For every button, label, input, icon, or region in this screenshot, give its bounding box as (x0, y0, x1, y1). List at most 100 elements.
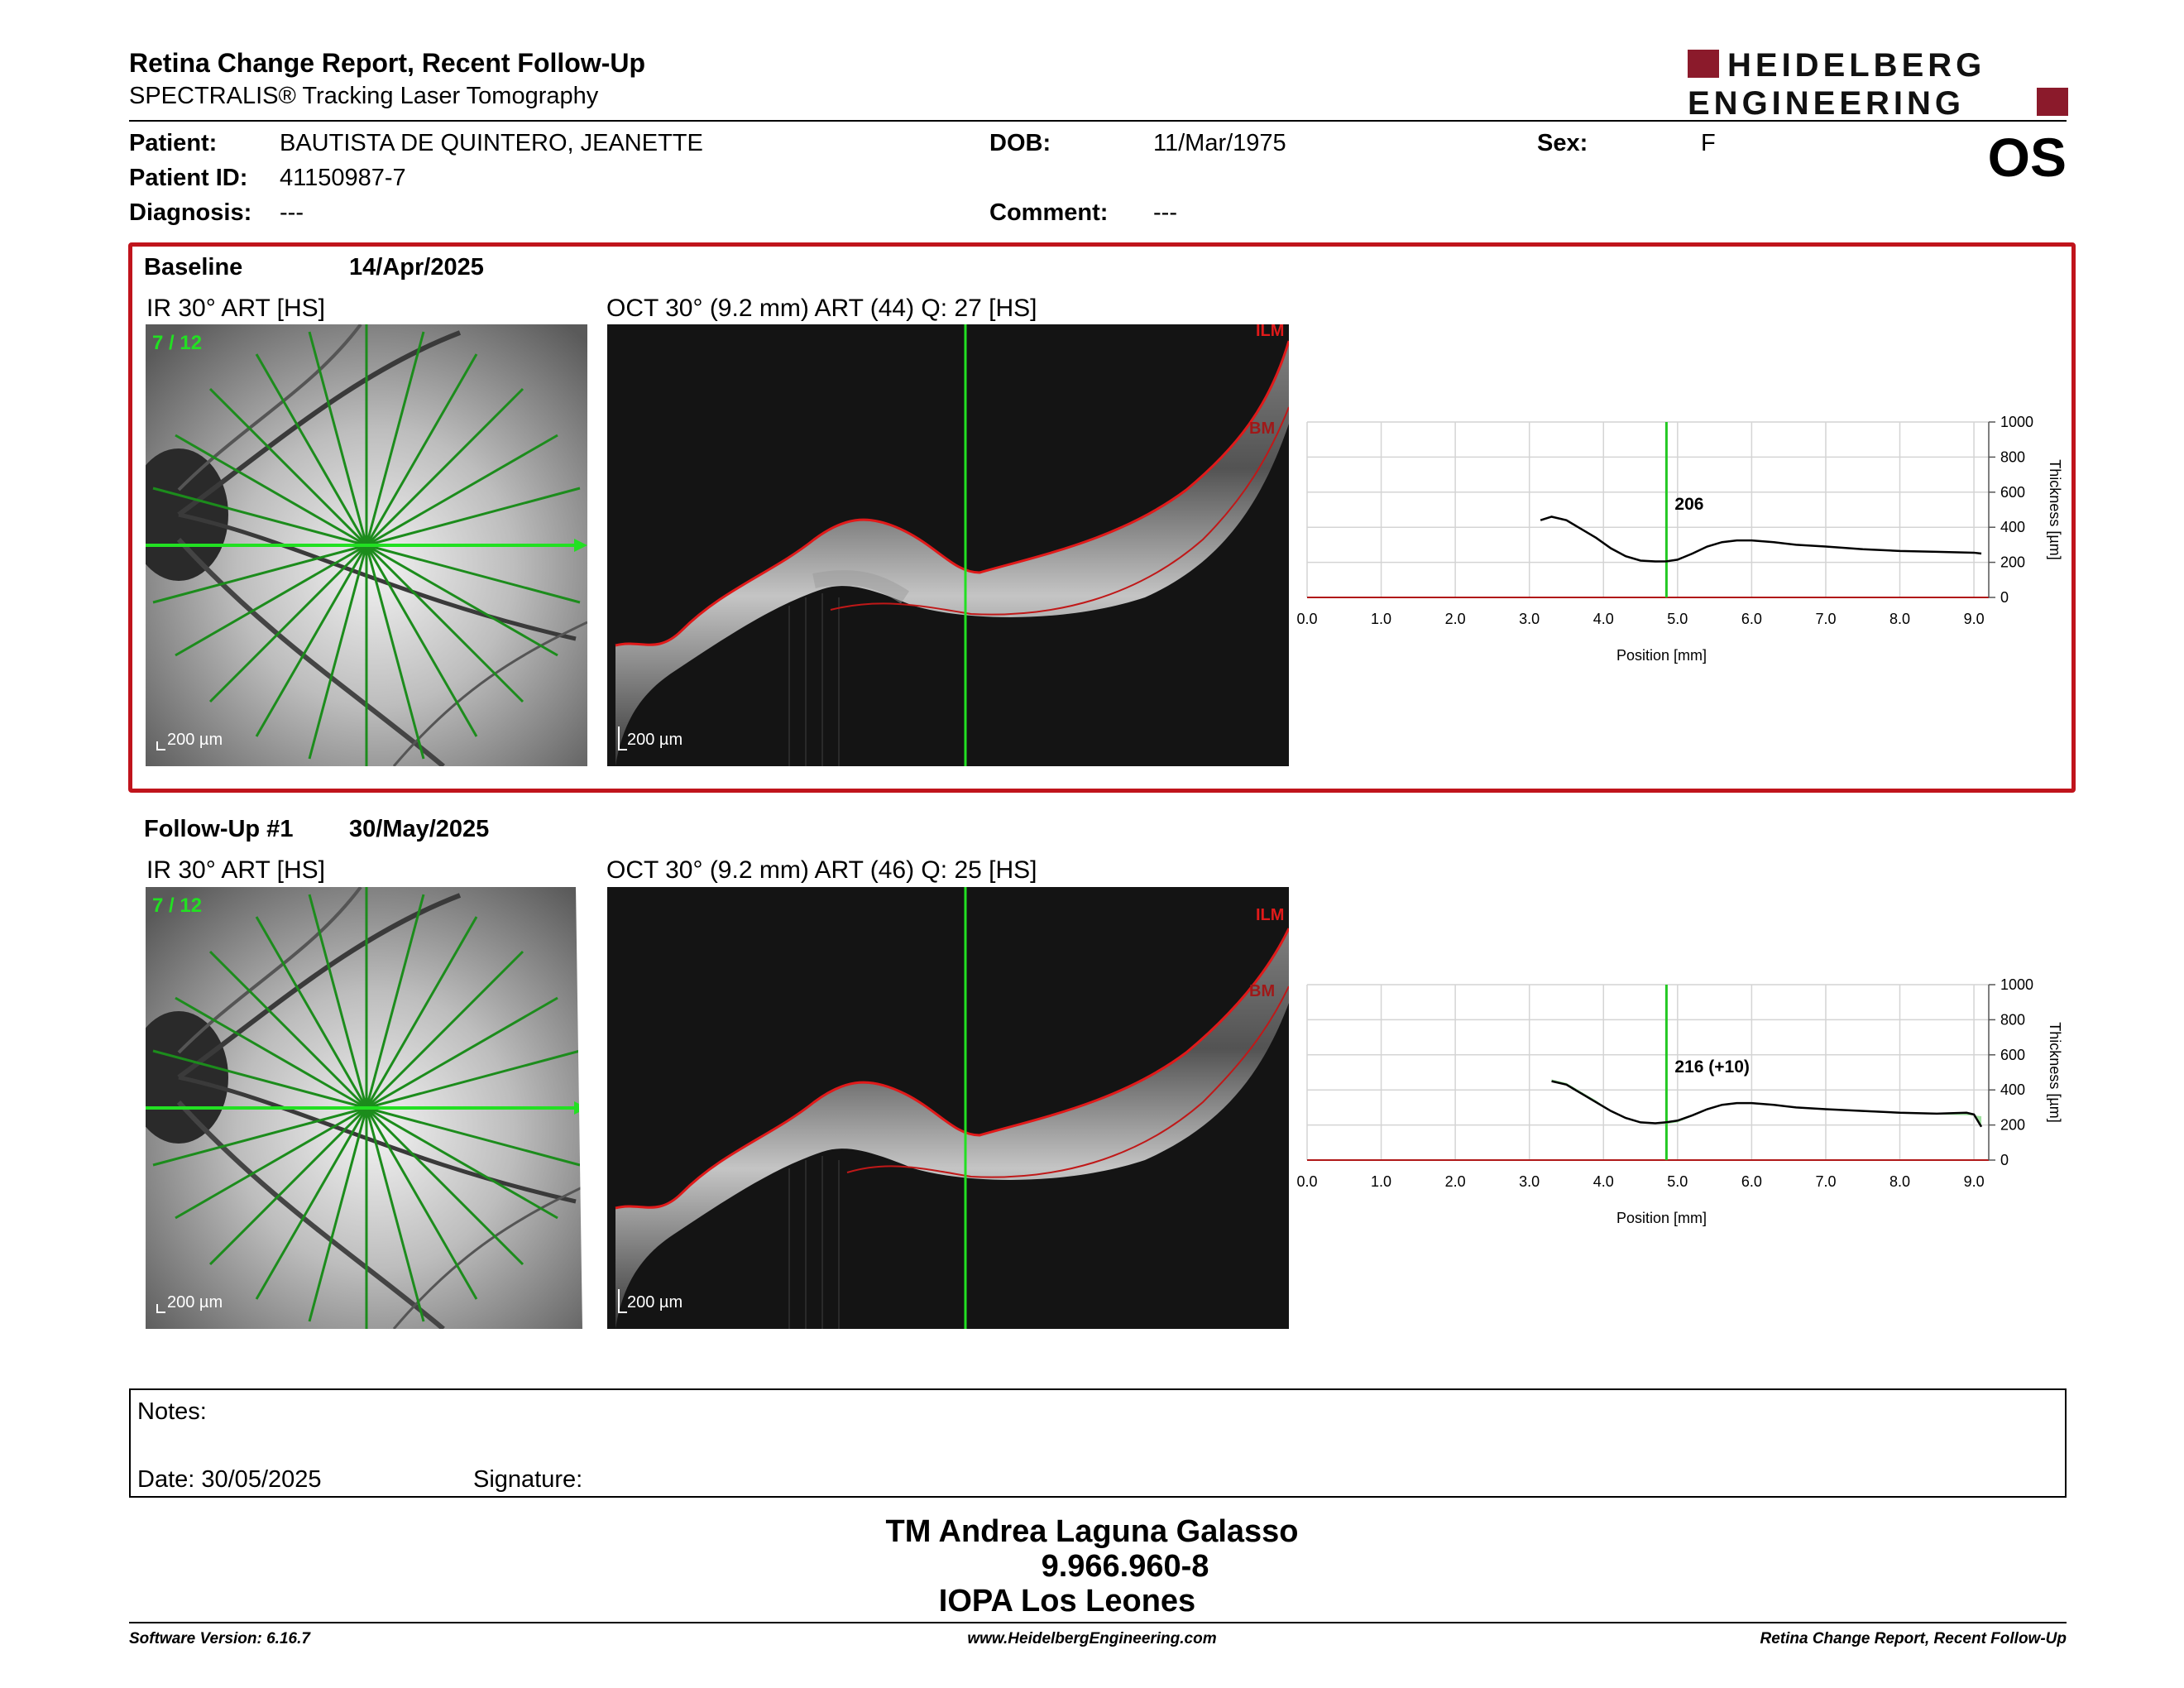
patient-name: BAUTISTA DE QUINTERO, JEANETTE (280, 130, 703, 156)
ir-scale-label: 200 µm (167, 731, 223, 749)
x-tick-label: 8.0 (1889, 1173, 1910, 1190)
x-tick-label: 1.0 (1371, 611, 1391, 627)
signatory-id: 9.966.960-8 (1041, 1549, 1209, 1584)
sex-value: F (1701, 130, 1716, 156)
y-tick-label: 0 (2000, 1152, 2009, 1168)
marker-value-label: 216 (+10) (1674, 1057, 1749, 1077)
radial-scan-lines (152, 887, 581, 1329)
ilm-label: ILM (1256, 906, 1284, 924)
footer-divider (129, 1622, 2067, 1623)
y-tick-label: 600 (2000, 484, 2025, 501)
patient-id-value: 41150987-7 (280, 165, 406, 191)
y-tick-label: 0 (2000, 589, 2009, 606)
dob-value: 11/Mar/1975 (1153, 130, 1286, 156)
notes-box[interactable]: Notes: Date: 30/05/2025 Signature: (129, 1388, 2067, 1498)
retina-layers (615, 341, 1289, 766)
report-subtitle: SPECTRALIS® Tracking Laser Tomography (129, 83, 599, 109)
baseline-ir-label: IR 30° ART [HS] (146, 295, 325, 322)
retina-layers (615, 928, 1289, 1329)
scan-direction-arrow-icon (574, 539, 587, 552)
y-tick-label: 400 (2000, 1081, 2025, 1098)
ilm-boundary (615, 928, 1289, 1210)
baseline-label: Baseline (144, 254, 243, 281)
followup-ir-fundus-image[interactable]: 7 / 12 200 µm (146, 887, 587, 1329)
baseline-oct-bscan-image[interactable]: ILM BM 200 µm (607, 324, 1289, 766)
y-axis-label: Thickness [µm] (2047, 1022, 2063, 1122)
sex-label: Sex: (1537, 130, 1588, 156)
x-tick-label: 5.0 (1667, 611, 1688, 627)
signatory-name: TM Andrea Laguna Galasso (885, 1514, 1299, 1549)
diagnosis-label: Diagnosis: (129, 199, 252, 226)
x-tick-label: 2.0 (1445, 611, 1466, 627)
website-link[interactable]: www.HeidelbergEngineering.com (967, 1630, 1217, 1647)
x-tick-label: 0.0 (1296, 611, 1317, 627)
bm-label: BM (1249, 420, 1275, 438)
patient-id-label: Patient ID: (129, 165, 248, 191)
thickness-series-line (1540, 516, 1982, 563)
oct-scale-bar-icon (618, 1289, 627, 1313)
y-axis-label: Thickness [µm] (2047, 459, 2063, 559)
scale-bar-icon (156, 741, 165, 750)
y-tick-label: 600 (2000, 1047, 2025, 1063)
comment-label: Comment: (989, 199, 1109, 226)
registration-edge (576, 887, 587, 1329)
footer-report-name: Retina Change Report, Recent Follow-Up (1760, 1630, 2067, 1647)
oct-scale-label: 200 µm (627, 1293, 682, 1312)
x-axis-label: Position [mm] (1616, 1210, 1707, 1226)
heidelberg-logo: HEIDELBERG ENGINEERING (1688, 47, 2068, 119)
x-tick-label: 8.0 (1889, 611, 1910, 627)
baseline-ir-fundus-image[interactable]: 7 / 12 200 µm (146, 324, 587, 766)
y-tick-label: 800 (2000, 1011, 2025, 1028)
followup-thickness-chart[interactable]: 0.0 1.0 2.0 3.0 4.0 5.0 6.0 7.0 8.0 9.0 0 200 400 600… (1296, 976, 2063, 1241)
dob-label: DOB: (989, 130, 1051, 156)
baseline-date: 14/Apr/2025 (349, 254, 484, 281)
scale-bar-icon (156, 1304, 165, 1313)
baseline-thickness-chart[interactable]: 0.0 1.0 2.0 3.0 4.0 5.0 6.0 7.0 8.0 9.0 0 200 400 600… (1296, 414, 2063, 679)
ilm-boundary (615, 340, 1289, 647)
y-tick-label: 800 (2000, 448, 2025, 465)
scan-index: 7 / 12 (152, 894, 202, 917)
y-tick-label: 1000 (2000, 976, 2033, 993)
y-tick-label: 1000 (2000, 414, 2033, 430)
x-axis-label: Position [mm] (1616, 647, 1707, 664)
oct-svg-fu: ILM BM 200 µm (607, 887, 1289, 1329)
x-tick-label: 0.0 (1296, 1173, 1317, 1190)
x-tick-label: 5.0 (1667, 1173, 1688, 1190)
diagnosis-value: --- (280, 199, 304, 226)
report-title: Retina Change Report, Recent Follow-Up (129, 48, 646, 78)
eye-indicator: OS (1987, 127, 2067, 188)
y-tick-label: 400 (2000, 519, 2025, 535)
logo-line2: ENGINEERING (1688, 85, 1965, 119)
followup-label: Follow-Up #1 (144, 816, 294, 842)
signatory-org: IOPA Los Leones (938, 1584, 1196, 1618)
y-tick-label: 200 (2000, 554, 2025, 571)
marker-value-label: 206 (1674, 495, 1703, 514)
x-tick-label: 7.0 (1815, 1173, 1836, 1190)
notes-date: Date: 30/05/2025 (137, 1466, 322, 1493)
thickness-series-line (1551, 1080, 1983, 1128)
patient-label: Patient: (129, 130, 218, 156)
oct-scale-label: 200 µm (627, 731, 682, 749)
software-version: Software Version: 6.16.7 (129, 1630, 310, 1647)
signature-label: Signature: (473, 1466, 583, 1493)
y-tick-label: 200 (2000, 1117, 2025, 1134)
x-tick-label: 9.0 (1964, 1173, 1985, 1190)
x-tick-label: 6.0 (1741, 1173, 1762, 1190)
baseline-highlight-frame (128, 242, 2076, 793)
x-tick-label: 3.0 (1519, 1173, 1540, 1190)
ir-scale-label: 200 µm (167, 1293, 223, 1312)
notes-label: Notes: (137, 1398, 207, 1425)
x-tick-label: 6.0 (1741, 611, 1762, 627)
oct-scale-bar-icon (618, 727, 627, 750)
radial-scan-lines (152, 324, 581, 766)
scan-index: 7 / 12 (152, 332, 202, 354)
followup-oct-bscan-image[interactable]: ILM BM 200 µm (607, 887, 1289, 1329)
fundus-svg-fu: 7 / 12 200 µm (146, 887, 587, 1329)
bm-boundary (830, 406, 1289, 616)
oct-svg: ILM BM 200 µm (607, 324, 1289, 766)
fundus-svg: 7 / 12 200 µm (146, 324, 587, 766)
ilm-label: ILM (1256, 324, 1284, 340)
logo-line1: HEIDELBERG (1727, 47, 1985, 84)
followup-date: 30/May/2025 (349, 816, 490, 842)
header-divider (129, 120, 2067, 122)
